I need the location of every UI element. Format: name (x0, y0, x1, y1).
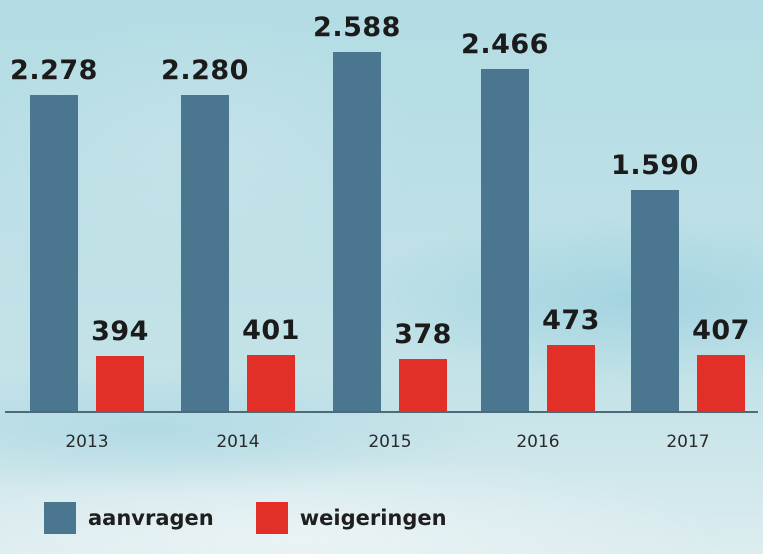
legend-item-weigeringen: weigeringen (255, 502, 447, 534)
data-label-weigeringen-2015: 378 (394, 319, 452, 350)
bar-weigeringen-2016 (547, 345, 595, 411)
bar-aanvragen-2014 (181, 95, 229, 411)
legend-label: weigeringen (299, 506, 447, 530)
bar-aanvragen-2013 (30, 95, 78, 411)
data-label-aanvragen-2016: 2.466 (461, 29, 549, 60)
data-label-weigeringen-2016: 473 (542, 305, 600, 336)
legend-label: aanvragen (88, 506, 214, 530)
legend-item-aanvragen: aanvragen (44, 502, 214, 534)
data-label-weigeringen-2014: 401 (242, 315, 300, 346)
x-tick-label-2015: 2015 (368, 432, 412, 452)
data-label-aanvragen-2015: 2.588 (313, 12, 401, 43)
x-tick-label-2013: 2013 (65, 432, 109, 452)
bar-weigeringen-2013 (96, 356, 144, 411)
data-label-weigeringen-2017: 407 (692, 315, 750, 346)
data-label-aanvragen-2013: 2.278 (10, 55, 98, 86)
bar-aanvragen-2017 (631, 190, 679, 411)
data-label-aanvragen-2014: 2.280 (161, 55, 249, 86)
data-label-aanvragen-2017: 1.590 (611, 150, 699, 181)
bar-aanvragen-2016 (481, 69, 529, 411)
data-label-weigeringen-2013: 394 (91, 316, 149, 347)
x-tick-label-2014: 2014 (216, 432, 260, 452)
legend-swatch-aanvragen (44, 502, 76, 534)
bar-weigeringen-2017 (697, 355, 745, 411)
bar-weigeringen-2015 (399, 359, 447, 411)
bar-aanvragen-2015 (333, 52, 381, 411)
legend: aanvragen weigeringen (44, 502, 489, 534)
x-tick-label-2016: 2016 (516, 432, 560, 452)
x-axis-line (5, 411, 758, 413)
legend-swatch-weigeringen (255, 502, 288, 534)
bar-weigeringen-2014 (247, 355, 295, 411)
x-tick-label-2017: 2017 (666, 432, 710, 452)
